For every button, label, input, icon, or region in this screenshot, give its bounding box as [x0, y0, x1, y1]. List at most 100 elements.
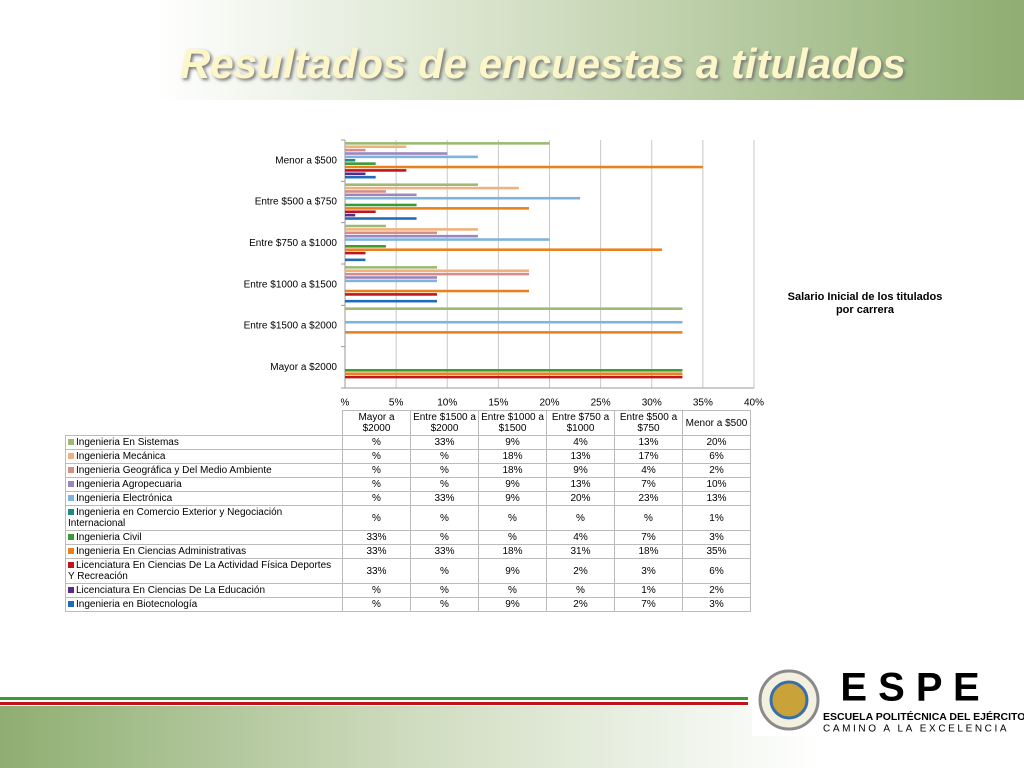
table-cell: %: [342, 463, 411, 478]
table-cell: 20%: [546, 491, 615, 506]
data-table: Mayor a $2000 Entre $1500 a $2000 Entre $1…: [65, 410, 751, 612]
table-cell: 4%: [546, 435, 615, 450]
table-cell: 9%: [546, 463, 615, 478]
table-cell: 4%: [546, 530, 615, 545]
table-cell: 3%: [682, 597, 751, 612]
table-cell: %: [342, 477, 411, 492]
chart-title-text: Salario Inicial de los titulados por carr…: [788, 291, 943, 316]
table-cell: 17%: [614, 449, 683, 464]
legend-label: Ingenieria en Comercio Exterior y Negoci…: [68, 507, 283, 529]
table-cell: %: [410, 463, 479, 478]
legend-key: [68, 453, 74, 459]
legend-label: Ingenieria Agropecuaria: [76, 479, 182, 490]
table-cell: 9%: [478, 491, 547, 506]
table-cell: 9%: [478, 435, 547, 450]
table-row: Ingenieria en Comercio Exterior y Negoci…: [65, 505, 751, 531]
bar: [345, 186, 519, 190]
table-cell: %: [410, 505, 479, 531]
y-tick-label: Mayor a $2000: [270, 362, 337, 373]
table-cell: %: [410, 583, 479, 598]
bar: [345, 299, 438, 303]
row-header: Ingenieria en Comercio Exterior y Negoci…: [65, 505, 343, 531]
table-cell: %: [410, 597, 479, 612]
table-cell: 9%: [478, 597, 547, 612]
bar: [345, 193, 417, 197]
x-tick-label: 40%: [744, 398, 764, 409]
table-cell: 13%: [682, 491, 751, 506]
table-cell: 23%: [614, 491, 683, 506]
bar: [345, 279, 438, 283]
bar: [345, 276, 438, 279]
table-cell: %: [478, 583, 547, 598]
bar: [345, 155, 478, 159]
x-tick-label: 35%: [693, 398, 713, 409]
table-cell: 33%: [410, 491, 479, 506]
table-row: Licenciatura En Ciencias De La Educación…: [65, 583, 751, 598]
table-cell: %: [410, 558, 479, 584]
table-cell: %: [342, 491, 411, 506]
legend-key: [68, 481, 74, 487]
table-cell: 7%: [614, 477, 683, 492]
bar: [345, 375, 683, 379]
table-cell: %: [546, 583, 615, 598]
bar: [345, 162, 376, 165]
column-header: Entre $1500 a $2000: [410, 410, 479, 436]
legend-key: [68, 587, 74, 593]
legend-label: Ingenieria en Biotecnología: [76, 599, 198, 610]
bar: [345, 238, 550, 241]
table-row: Ingenieria Electrónica% 33% 9% 20% 23% 13%: [65, 491, 751, 506]
legend-key: [68, 509, 74, 515]
y-tick-label: Entre $1000 a $1500: [244, 279, 338, 290]
table-cell: 18%: [614, 544, 683, 559]
bar: [345, 251, 366, 255]
table-cell: 6%: [682, 558, 751, 584]
bar: [345, 248, 662, 251]
bar: [345, 369, 683, 372]
x-tick-label: %: [341, 398, 350, 409]
table-cell: 20%: [682, 435, 751, 450]
bar: [345, 245, 386, 248]
table-cell: 13%: [546, 477, 615, 492]
bar: [345, 148, 366, 152]
table-cell: %: [342, 597, 411, 612]
table-cell: 1%: [682, 505, 751, 531]
row-header: Ingenieria Geográfica y Del Medio Ambien…: [65, 463, 343, 478]
table-cell: %: [410, 530, 479, 545]
table-cell: %: [342, 435, 411, 450]
y-tick-label: Entre $500 a $750: [255, 197, 338, 208]
table-cell: 1%: [614, 583, 683, 598]
table-cell: 33%: [410, 544, 479, 559]
table-cell: %: [342, 449, 411, 464]
table-cell: 2%: [682, 583, 751, 598]
bar: [345, 234, 478, 238]
legend-label: Licenciatura En Ciencias De La Educación: [76, 585, 265, 596]
header-band: [0, 0, 1024, 100]
table-cell: 3%: [614, 558, 683, 584]
bar: [345, 331, 683, 334]
bar: [345, 142, 550, 145]
table-cell: 33%: [342, 530, 411, 545]
row-header: Licenciatura En Ciencias De La Actividad…: [65, 558, 343, 584]
stripe: [0, 702, 748, 705]
table-cell: 13%: [546, 449, 615, 464]
bar: [345, 293, 438, 296]
x-tick-label: 20%: [539, 398, 559, 409]
bar: [345, 175, 376, 179]
table-row: Ingenieria Agropecuaria%% 9% 13% 7% 10%: [65, 477, 751, 492]
table-cell: %: [410, 477, 479, 492]
table-cell: 4%: [614, 463, 683, 478]
row-header: Ingenieria Electrónica: [65, 491, 343, 506]
bar: [345, 372, 683, 375]
bar: [345, 213, 356, 217]
row-header: Ingenieria En Ciencias Administrativas: [65, 544, 343, 559]
table-header-row: Mayor a $2000 Entre $1500 a $2000 Entre $1…: [66, 410, 751, 436]
table-cell: 18%: [478, 463, 547, 478]
bar: [345, 165, 703, 169]
y-tick-label: Entre $1500 a $2000: [244, 321, 338, 332]
stripe: [0, 697, 748, 700]
table-row: Ingenieria Geográfica y Del Medio Ambien…: [65, 463, 751, 478]
column-header: Menor a $500: [682, 410, 751, 436]
row-header: Ingenieria Agropecuaria: [65, 477, 343, 492]
row-header: Ingenieria Civil: [65, 530, 343, 545]
